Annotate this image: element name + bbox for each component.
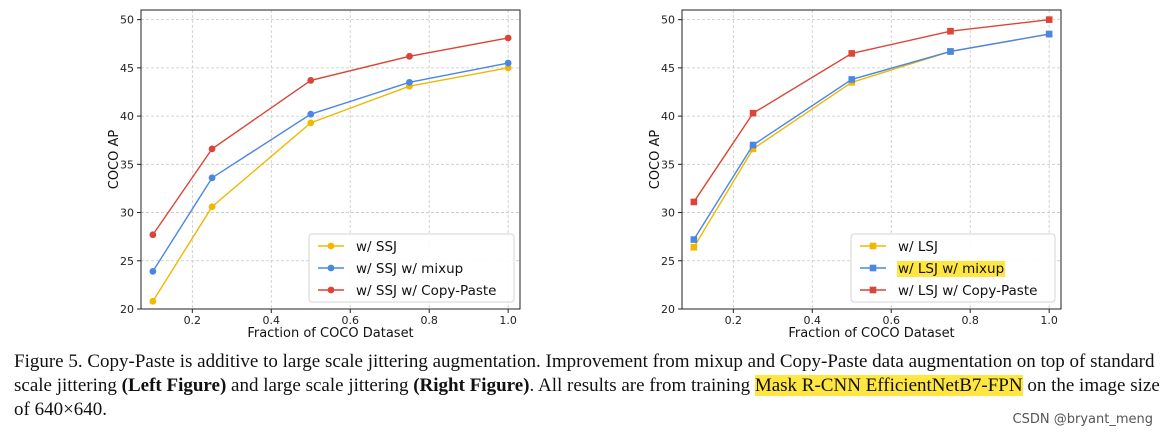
x-tick-label: 0.6 — [341, 314, 359, 327]
x-tick-label: 0.6 — [882, 314, 900, 327]
legend-swatch-marker — [327, 264, 335, 272]
legend: w/ SSJ w/ SSJ w/ mixup w/ SSJ w/ Copy-Past… — [308, 233, 515, 303]
legend: w/ LSJ w/ LSJ w/ mixup w/ LSJ w/ Copy-Past… — [850, 233, 1056, 303]
caption-right-bold: (Right Figure) — [413, 375, 530, 396]
legend-swatch-marker — [869, 286, 877, 294]
data-point — [149, 297, 157, 305]
data-point — [504, 34, 512, 42]
data-point — [690, 236, 698, 243]
y-tick-label: 40 — [661, 110, 675, 123]
x-tick-label: 0.2 — [184, 314, 202, 327]
data-point — [848, 76, 856, 83]
y-axis-label: COCO AP — [107, 130, 122, 190]
y-tick-label: 50 — [661, 14, 675, 27]
legend-label-highlight — [897, 261, 1006, 277]
figure-canvas: 20 25 30 35 40 45 50 0.2 0.4 0.6 0.8 1.0 Fraction of… — [107, 9, 1062, 341]
caption-suffix: on the image size of 640×640. — [14, 375, 1160, 420]
legend-label: w/ LSJ w/ Copy-Paste — [898, 283, 1037, 299]
y-tick-label: 20 — [120, 303, 134, 316]
y-tick-label: 50 — [120, 14, 134, 27]
legend-label: w/ SSJ w/ mixup — [356, 261, 463, 277]
watermark: CSDN @bryant_meng — [1012, 412, 1153, 427]
data-point — [504, 59, 512, 67]
data-point — [504, 64, 512, 72]
y-tick-label: 25 — [120, 255, 134, 268]
data-point — [749, 141, 757, 149]
y-tick-label: 25 — [661, 255, 675, 268]
figure-caption: Figure 5. Copy-Paste is additive to larg… — [14, 350, 1162, 422]
data-point — [208, 203, 216, 211]
data-point — [149, 231, 157, 239]
x-axis-label: Fraction of COCO Dataset — [247, 326, 413, 341]
x-tick-label: 1.0 — [1040, 314, 1058, 327]
legend-box — [308, 233, 515, 303]
legend-swatch-marker — [327, 286, 335, 294]
y-tick-label: 30 — [661, 207, 675, 220]
y-tick-label: 35 — [661, 158, 675, 171]
x-tick-label: 0.2 — [725, 314, 743, 327]
y-tick-label: 35 — [120, 158, 134, 171]
data-point — [208, 145, 216, 153]
caption-prefix: Figure 5. Copy-Paste is additive to larg… — [14, 351, 1155, 396]
data-point — [690, 198, 698, 206]
caption-after-right: . All results are from training — [529, 375, 755, 396]
plot-frame — [140, 9, 521, 310]
x-tick-label: 0.4 — [263, 314, 281, 327]
data-point — [406, 52, 413, 60]
data-point — [307, 110, 315, 118]
y-tick-label: 40 — [120, 110, 134, 123]
right-chart: 20 25 30 35 40 45 50 0.2 0.4 0.6 0.8 1.0 Fraction of… — [648, 9, 1062, 341]
x-tick-label: 1.0 — [499, 314, 517, 327]
legend-label: w/ LSJ w/ mixup — [898, 261, 1004, 277]
data-point — [406, 78, 413, 86]
left-chart: 20 25 30 35 40 45 50 0.2 0.4 0.6 0.8 1.0 Fraction of… — [107, 9, 521, 341]
x-tick-label: 0.8 — [961, 314, 979, 327]
series-line — [693, 33, 1050, 248]
data-point — [307, 77, 315, 84]
caption-highlight: Mask R-CNN EfficientNetB7-FPN — [754, 375, 1023, 396]
y-tick-label: 30 — [120, 207, 134, 220]
data-point — [149, 267, 157, 275]
y-axis-label: COCO AP — [648, 130, 663, 190]
legend-label: w/ LSJ — [898, 239, 938, 255]
data-point — [1045, 30, 1053, 38]
series-line — [693, 33, 1050, 240]
plot-frame — [681, 9, 1062, 310]
x-axis-label: Fraction of COCO Dataset — [788, 326, 954, 341]
legend-label: w/ SSJ w/ Copy-Paste — [356, 283, 497, 299]
data-point — [690, 243, 698, 251]
legend-label: w/ SSJ — [356, 239, 397, 255]
caption-middle: and large scale jittering — [226, 375, 414, 396]
data-point — [1045, 16, 1053, 23]
y-tick-label: 20 — [661, 303, 675, 316]
data-point — [848, 50, 856, 57]
data-point — [749, 145, 757, 153]
legend-swatch-marker — [869, 264, 877, 272]
series-line — [693, 18, 1050, 203]
data-point — [208, 174, 216, 182]
data-point — [749, 109, 757, 117]
legend-swatch-marker — [869, 242, 877, 250]
y-tick-label: 45 — [120, 62, 134, 75]
data-point — [947, 48, 954, 55]
legend-swatch-marker — [327, 242, 335, 250]
x-tick-label: 0.8 — [420, 314, 438, 327]
data-point — [307, 119, 315, 127]
y-tick-label: 45 — [661, 62, 675, 75]
caption-left-bold: (Left Figure) — [121, 375, 227, 396]
data-point — [947, 27, 954, 35]
x-tick-label: 0.4 — [804, 314, 822, 327]
